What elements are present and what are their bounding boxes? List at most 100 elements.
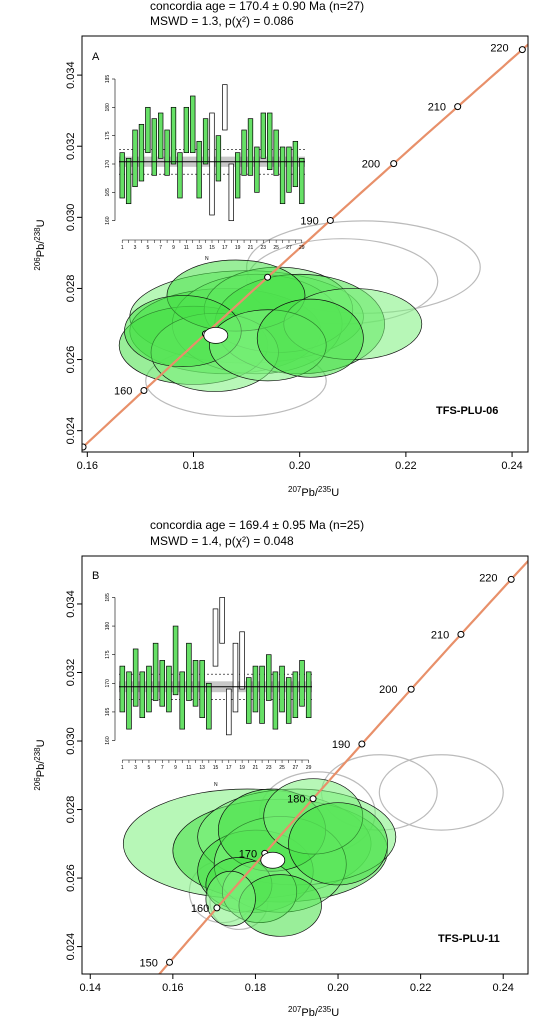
inset-age-bar: [145, 106, 151, 154]
inset-age-bar: [196, 140, 202, 199]
concordia-age-marker: [82, 443, 87, 451]
y-tick-label: 0.024: [65, 417, 77, 445]
excluded-ellipse: [378, 754, 504, 831]
y-tick-label: 0.034: [65, 61, 77, 89]
analysis-ellipse: [288, 802, 388, 886]
inset-x-tick-label: 19: [239, 765, 245, 771]
panel-b-inset-x-label: N: [214, 782, 218, 788]
inset-age-bar: [305, 671, 312, 719]
concordia-curve: [157, 559, 528, 974]
inset-age-bar: [177, 152, 183, 199]
inset-age-bar: [247, 118, 254, 176]
inset-x-tick-label: 9: [172, 245, 175, 251]
inset-age-bar: [132, 648, 139, 707]
inset-x-tick-label: 23: [261, 245, 267, 251]
concordia-age-marker: [140, 386, 148, 394]
concordia-age-label: 160: [191, 903, 209, 915]
inset-age-bar: [279, 146, 286, 205]
panel-b-header-line1: concordia age = 169.4 ± 0.95 Ma (n=25): [150, 518, 364, 532]
inset-age-bar: [292, 671, 299, 719]
analysis-ellipse: [256, 298, 364, 378]
inset-age-bar: [183, 106, 190, 154]
y-tick-label: 0.028: [65, 275, 77, 303]
concordia-age-label: 200: [362, 159, 380, 171]
concordia-age-marker: [309, 795, 317, 803]
inset-x-tick-label: 17: [222, 245, 228, 251]
concordia-age-marker: [358, 740, 366, 748]
inset-age-bar: [228, 163, 234, 222]
inset-x-tick-label: 29: [306, 765, 312, 771]
inset-x-tick-label: 7: [161, 765, 164, 771]
concordia-age-label: 200: [379, 684, 397, 696]
plot-frame: [81, 555, 529, 975]
panel-a-plot: 160 190 200 210 220 0.16 0.18 0.20 0.22 0.24 0.024…: [65, 35, 529, 472]
concordia-age-marker: [507, 575, 515, 583]
x-tick-label: 0.22: [395, 460, 416, 472]
inset-age-bar: [199, 660, 205, 719]
concordia-age-marker: [518, 46, 526, 54]
concordia-age-ellipse: [260, 851, 286, 869]
inset-x-tick-label: 25: [273, 245, 279, 251]
concordia-age-label: 220: [490, 43, 508, 55]
x-tick-label: 0.16: [162, 982, 183, 994]
inset-age-bar: [272, 671, 279, 730]
inset-y-tick-label: 180: [105, 103, 111, 112]
inset-age-bar: [286, 146, 292, 193]
inset-age-bar: [186, 642, 192, 701]
inset-age-bar: [234, 152, 241, 199]
panel-b-header-line2: MSWD = 1.4, p(χ²) = 0.048: [150, 534, 294, 548]
panel-b-sample-label: TFS-PLU-11: [438, 933, 500, 945]
y-tick-label: 0.028: [65, 796, 77, 824]
inset-y-tick-label: 160: [105, 216, 111, 225]
panel-b-plot: 150 160 170 180 190 200 210 220 0.14 0.16 0.18 0.20…: [65, 555, 529, 994]
inset-age-bar: [241, 129, 247, 176]
inset-x-tick-label: 5: [148, 765, 151, 771]
inset-age-bar: [292, 140, 299, 188]
inset-age-bar: [152, 642, 159, 701]
inset-age-bar: [246, 677, 252, 724]
concordia-age-marker: [166, 958, 174, 966]
inset-age-bar: [260, 112, 266, 159]
panel-b-x-axis-label: 207Pb/235U: [288, 1005, 339, 1019]
concordia-age-label: 190: [300, 215, 318, 227]
inset-y-tick-label: 170: [105, 160, 111, 169]
concordia-age-label: 170: [239, 848, 257, 860]
inset-y-tick-label: 180: [105, 622, 111, 631]
panel-a-header-line2: MSWD = 1.3, p(χ²) = 0.086: [150, 14, 294, 28]
inset-age-bar: [126, 671, 132, 730]
inset-y-tick-label: 165: [105, 708, 111, 717]
inset-x-tick-label: 3: [134, 765, 137, 771]
panel-a: concordia age = 170.4 ± 0.90 Ma (n=27) M…: [33, 0, 529, 499]
panel-b-letter: B: [92, 570, 99, 582]
inset-age-bar: [226, 688, 232, 736]
concordia-age-label: 190: [332, 739, 350, 751]
y-tick-label: 0.030: [65, 727, 77, 755]
concordia-age-label: 220: [479, 572, 497, 584]
inset-age-bar: [212, 608, 219, 667]
y-tick-label: 0.032: [65, 132, 77, 160]
inset-x-tick-label: 15: [213, 765, 219, 771]
inset-x-tick-label: 13: [199, 765, 205, 771]
panel-b-y-axis-label: 206Pb/238U: [33, 739, 47, 790]
inset-y-tick-label: 185: [105, 75, 111, 84]
inset-age-bar: [222, 84, 228, 131]
inset-x-tick-label: 23: [266, 765, 272, 771]
inset-age-bar: [239, 631, 245, 690]
panel-a-header-line1: concordia age = 170.4 ± 0.90 Ma (n=27): [150, 0, 364, 13]
inset-age-bar: [267, 112, 273, 171]
inset-age-bar: [209, 112, 215, 216]
x-tick-label: 0.22: [410, 982, 431, 994]
inset-x-tick-label: 25: [279, 765, 285, 771]
inset-age-bar: [299, 157, 305, 205]
inset-age-bar: [279, 665, 285, 713]
concordia-age-label: 210: [428, 102, 446, 114]
inset-x-tick-label: 15: [209, 245, 215, 251]
inset-age-bar: [158, 112, 164, 159]
concordia-age-label: 210: [431, 629, 449, 641]
x-tick-label: 0.18: [245, 982, 266, 994]
inset-age-bar: [125, 157, 132, 205]
y-tick-label: 0.032: [65, 659, 77, 687]
concordia-age-marker: [390, 160, 398, 168]
